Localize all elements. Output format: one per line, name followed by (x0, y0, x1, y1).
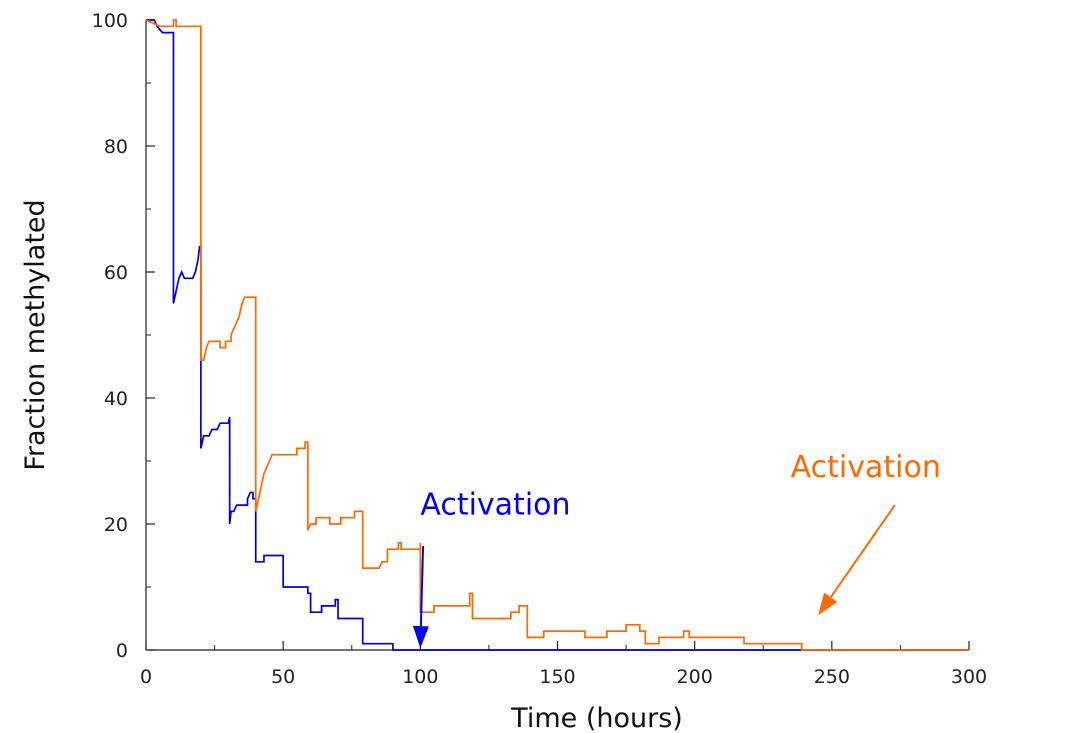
y-tick-label: 40 (104, 388, 128, 410)
axes: 0 50 100 150 200 250 300 0 20 40 60 80 100 (92, 10, 987, 688)
activation-annotation: Activation (412, 488, 571, 649)
x-tick-label: 250 (814, 666, 850, 688)
x-axis-label: Time (hours) (510, 703, 683, 733)
activation-label: Activation (791, 450, 941, 485)
activation-label: Activation (420, 488, 570, 523)
activation-arrow-head (818, 592, 838, 616)
series-line-0 (146, 19, 969, 651)
y-tick-label: 60 (104, 262, 128, 284)
annotation-layer: Activation Activation (412, 450, 941, 649)
x-tick-label: 300 (951, 666, 987, 688)
x-tick-label: 150 (539, 666, 575, 688)
y-tick-label: 80 (104, 136, 128, 158)
y-axis-label: Fraction methylated (20, 199, 51, 470)
x-tick-label: 0 (140, 666, 152, 688)
x-tick-label: 50 (271, 666, 295, 688)
activation-annotation: Activation (791, 450, 941, 616)
activation-arrow-shaft (829, 504, 896, 598)
x-tick-label: 200 (677, 666, 713, 688)
y-minor-ticks (146, 82, 151, 588)
y-tick-label: 20 (104, 514, 128, 536)
y-tick-label: 100 (92, 10, 128, 32)
series-line-1 (145, 19, 969, 651)
activation-arrow-shaft (419, 546, 425, 627)
x-ticks: 0 50 100 150 200 250 300 (140, 641, 987, 688)
activation-arrow-head (412, 625, 429, 649)
y-tick-label: 0 (116, 640, 128, 662)
x-tick-label: 100 (402, 666, 438, 688)
series-layer (145, 19, 969, 651)
